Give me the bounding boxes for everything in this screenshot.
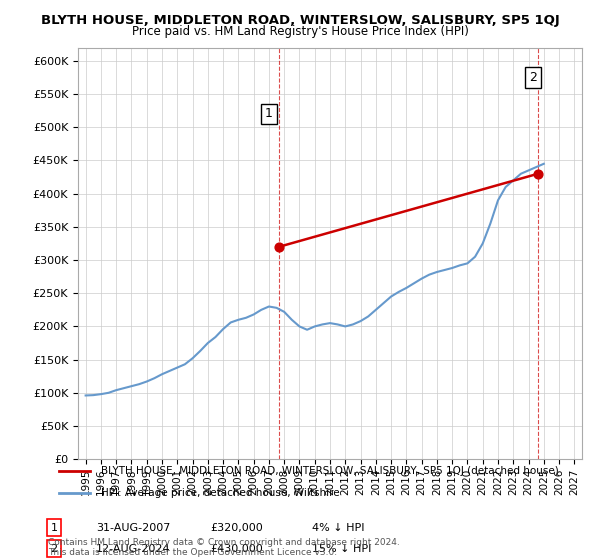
Point — [274, 242, 284, 251]
Text: BLYTH HOUSE, MIDDLETON ROAD, WINTERSLOW, SALISBURY, SP5 1QJ (detached house): BLYTH HOUSE, MIDDLETON ROAD, WINTERSLOW,… — [101, 465, 559, 475]
Text: BLYTH HOUSE, MIDDLETON ROAD, WINTERSLOW, SALISBURY, SP5 1QJ: BLYTH HOUSE, MIDDLETON ROAD, WINTERSLOW,… — [41, 14, 559, 27]
Text: 12-AUG-2024: 12-AUG-2024 — [96, 544, 170, 554]
Text: 2: 2 — [50, 544, 58, 554]
Text: 31-AUG-2007: 31-AUG-2007 — [96, 522, 170, 533]
Text: Contains HM Land Registry data © Crown copyright and database right 2024.
This d: Contains HM Land Registry data © Crown c… — [48, 538, 400, 557]
Text: £320,000: £320,000 — [210, 522, 263, 533]
Text: Price paid vs. HM Land Registry's House Price Index (HPI): Price paid vs. HM Land Registry's House … — [131, 25, 469, 38]
Text: 2: 2 — [529, 71, 537, 84]
Text: 4% ↓ HPI: 4% ↓ HPI — [312, 522, 365, 533]
Text: 1: 1 — [50, 522, 58, 533]
Text: £430,000: £430,000 — [210, 544, 263, 554]
Text: 15% ↓ HPI: 15% ↓ HPI — [312, 544, 371, 554]
Text: 1: 1 — [265, 108, 273, 120]
Point — [533, 169, 543, 178]
Text: HPI: Average price, detached house, Wiltshire: HPI: Average price, detached house, Wilt… — [101, 488, 340, 498]
